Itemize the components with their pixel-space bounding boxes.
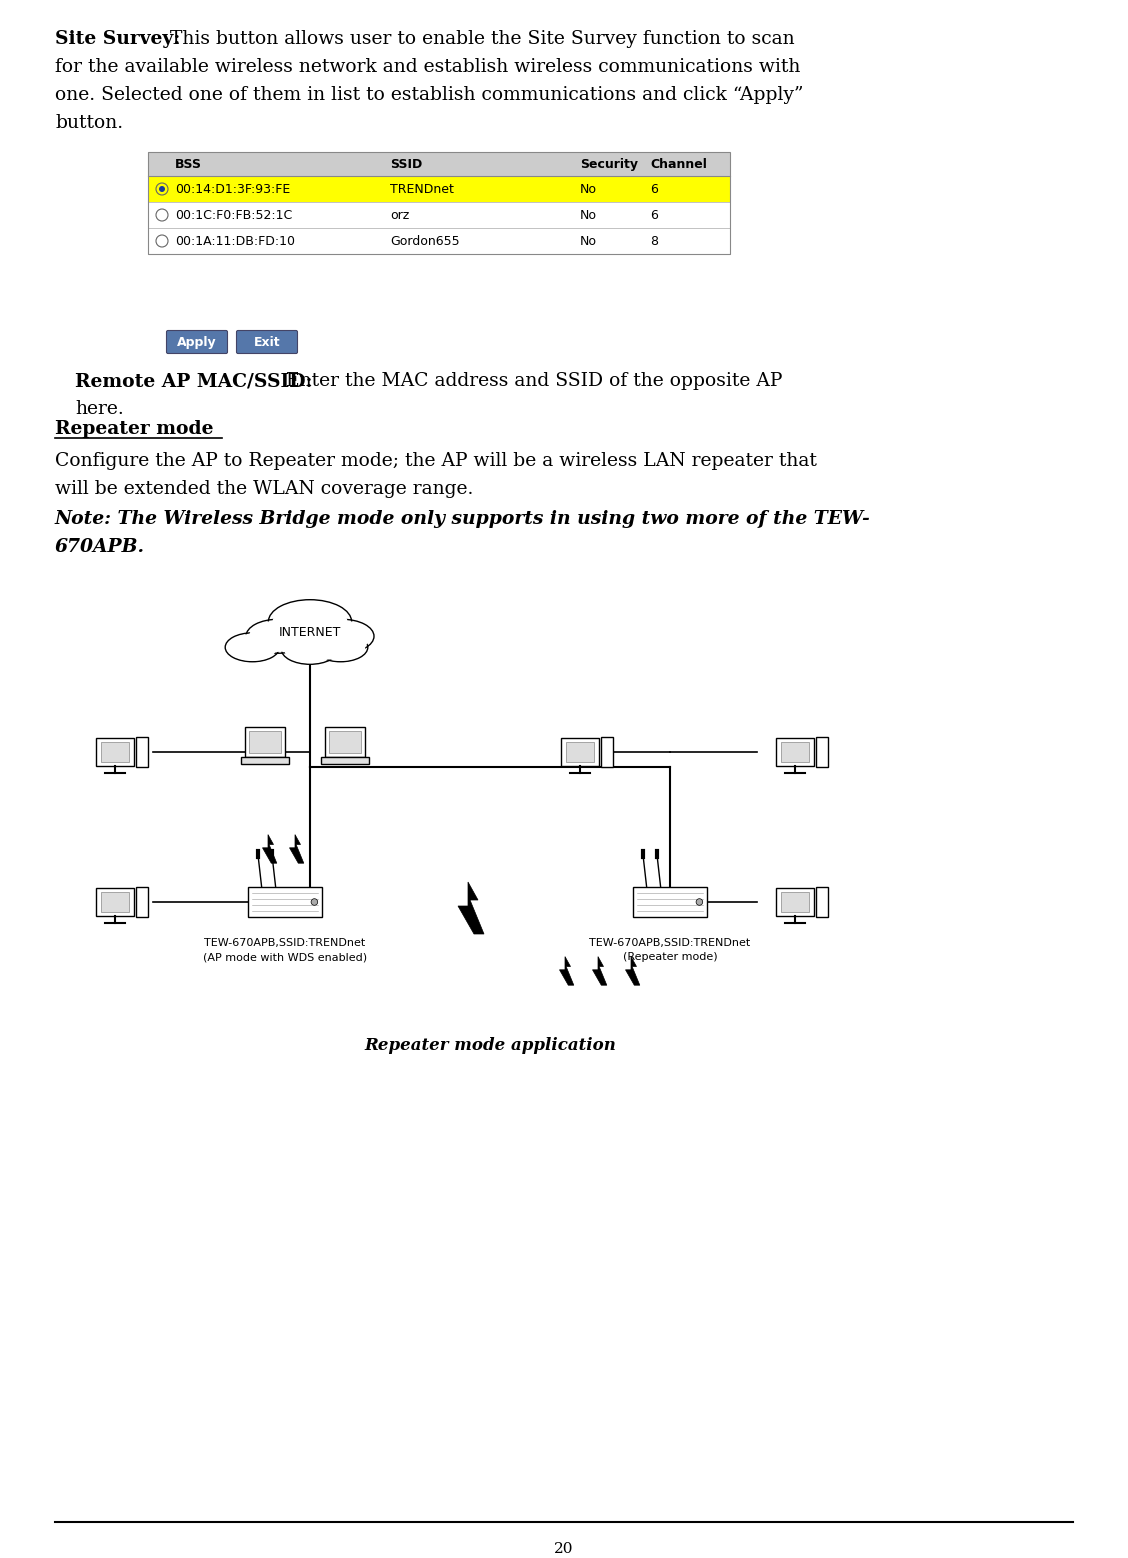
Bar — [148, 227, 730, 254]
Text: Configure the AP to Repeater mode; the AP will be a wireless LAN repeater that: Configure the AP to Repeater mode; the A… — [55, 452, 817, 471]
Text: No: No — [580, 235, 597, 248]
Ellipse shape — [249, 622, 306, 651]
Text: 00:1A:11:DB:FD:10: 00:1A:11:DB:FD:10 — [175, 235, 296, 248]
Ellipse shape — [314, 633, 368, 662]
Polygon shape — [559, 957, 574, 985]
Bar — [248, 731, 281, 753]
Bar — [776, 737, 813, 767]
Text: BSS: BSS — [175, 157, 202, 171]
Text: orz: orz — [390, 209, 409, 221]
Ellipse shape — [229, 634, 276, 661]
Text: button.: button. — [55, 114, 123, 132]
Bar — [633, 887, 707, 918]
Bar — [96, 737, 134, 767]
Text: This button allows user to enable the Site Survey function to scan: This button allows user to enable the Si… — [170, 30, 794, 48]
Ellipse shape — [314, 622, 370, 651]
Polygon shape — [263, 835, 276, 863]
Text: TEW-670APB,SSID:TRENDnet: TEW-670APB,SSID:TRENDnet — [204, 938, 365, 947]
Text: for the available wireless network and establish wireless communications with: for the available wireless network and e… — [55, 58, 801, 76]
Ellipse shape — [226, 633, 280, 662]
Text: will be extended the WLAN coverage range.: will be extended the WLAN coverage range… — [55, 480, 474, 499]
Ellipse shape — [284, 636, 335, 662]
FancyBboxPatch shape — [237, 330, 298, 354]
Ellipse shape — [268, 600, 352, 643]
Ellipse shape — [317, 634, 364, 661]
Bar — [601, 737, 614, 767]
Text: Note: The Wireless Bridge mode only supports in using two more of the TEW-: Note: The Wireless Bridge mode only supp… — [55, 509, 871, 528]
Bar — [328, 731, 361, 753]
Ellipse shape — [246, 619, 310, 653]
Text: 00:1C:F0:FB:52:1C: 00:1C:F0:FB:52:1C — [175, 209, 292, 221]
Bar — [245, 728, 285, 757]
Text: (AP mode with WDS enabled): (AP mode with WDS enabled) — [203, 952, 367, 961]
Bar — [136, 737, 148, 767]
Bar — [240, 757, 290, 763]
Text: No: No — [580, 209, 597, 221]
Circle shape — [696, 899, 703, 905]
Text: Remote AP MAC/SSID:: Remote AP MAC/SSID: — [74, 372, 312, 390]
Text: 20: 20 — [554, 1542, 574, 1556]
Bar — [562, 737, 599, 767]
Bar — [325, 728, 365, 757]
Text: Repeater mode application: Repeater mode application — [364, 1038, 616, 1055]
Bar — [148, 203, 730, 227]
Bar — [148, 176, 730, 203]
Bar — [148, 153, 730, 176]
Bar — [817, 737, 828, 767]
Bar — [102, 891, 129, 911]
Bar — [148, 153, 730, 254]
Bar — [96, 888, 134, 916]
Text: Exit: Exit — [254, 335, 281, 349]
Text: TEW-670APB,SSID:TRENDnet: TEW-670APB,SSID:TRENDnet — [589, 938, 750, 947]
Bar — [320, 757, 369, 763]
Bar — [817, 887, 828, 918]
Text: Gordon655: Gordon655 — [390, 235, 459, 248]
Polygon shape — [458, 882, 484, 933]
Circle shape — [311, 899, 318, 905]
Ellipse shape — [273, 603, 346, 642]
Text: Site Survey:: Site Survey: — [55, 30, 180, 48]
Polygon shape — [592, 957, 607, 985]
Text: 670APB.: 670APB. — [55, 538, 146, 556]
Bar — [781, 742, 809, 762]
Bar — [566, 742, 594, 762]
Text: 6: 6 — [650, 182, 658, 195]
FancyBboxPatch shape — [167, 330, 228, 354]
Bar — [776, 888, 813, 916]
Bar — [102, 742, 129, 762]
Text: SSID: SSID — [390, 157, 422, 171]
Text: Apply: Apply — [177, 335, 217, 349]
Text: Repeater mode: Repeater mode — [55, 421, 213, 438]
Text: (Repeater mode): (Repeater mode) — [623, 952, 717, 961]
Bar — [781, 891, 809, 911]
Text: TRENDnet: TRENDnet — [390, 182, 453, 195]
Text: 6: 6 — [650, 209, 658, 221]
Text: Enter the MAC address and SSID of the opposite AP: Enter the MAC address and SSID of the op… — [280, 372, 783, 390]
Text: No: No — [580, 182, 597, 195]
Ellipse shape — [310, 619, 374, 653]
Text: 8: 8 — [650, 235, 658, 248]
Bar — [136, 887, 148, 918]
Text: Security: Security — [580, 157, 638, 171]
Circle shape — [159, 185, 165, 192]
Text: 00:14:D1:3F:93:FE: 00:14:D1:3F:93:FE — [175, 182, 290, 195]
Polygon shape — [290, 835, 303, 863]
Text: Channel: Channel — [650, 157, 707, 171]
Polygon shape — [626, 957, 640, 985]
Text: here.: here. — [74, 400, 124, 418]
Bar — [248, 887, 323, 918]
Ellipse shape — [281, 634, 338, 664]
Text: INTERNET: INTERNET — [279, 625, 341, 639]
Text: one. Selected one of them in list to establish communications and click “Apply”: one. Selected one of them in list to est… — [55, 86, 803, 104]
